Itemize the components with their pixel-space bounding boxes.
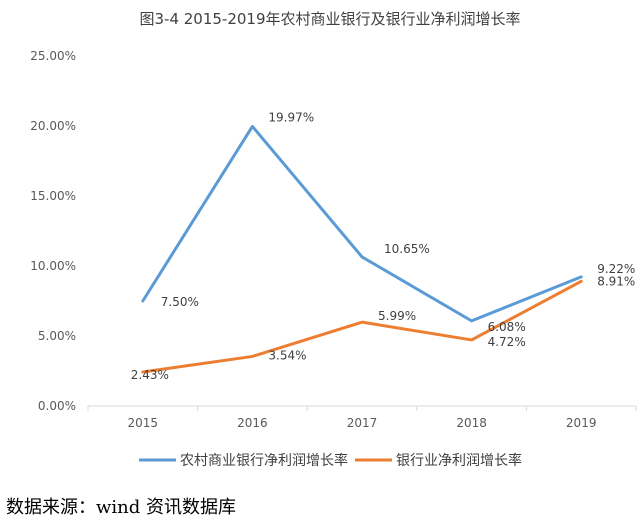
y-tick-label: 25.00% — [30, 49, 76, 63]
source-note: 数据来源：wind 资讯数据库 — [6, 497, 236, 518]
legend-label: 农村商业银行净利润增长率 — [180, 452, 348, 469]
data-label: 8.91% — [597, 274, 635, 288]
y-tick-label: 20.00% — [30, 119, 76, 133]
y-tick-label: 15.00% — [30, 189, 76, 203]
y-tick-label: 0.00% — [38, 399, 76, 413]
data-label: 2.43% — [131, 368, 169, 382]
legend-label: 银行业净利润增长率 — [396, 452, 522, 469]
series-layer — [141, 124, 583, 374]
data-label: 3.54% — [268, 348, 306, 362]
line-chart: 图3-4 2015-2019年农村商业银行及银行业净利润增长率 0.00% 5.0… — [30, 10, 637, 469]
x-tick-label: 2015 — [128, 416, 159, 430]
x-axis: 2015 2016 2017 2018 2019 — [87, 405, 637, 430]
data-label: 6.08% — [488, 320, 526, 334]
data-label: 9.22% — [597, 262, 635, 276]
data-label: 7.50% — [161, 295, 199, 309]
data-label: 4.72% — [488, 335, 526, 349]
x-tick-label: 2019 — [566, 416, 597, 430]
legend: 农村商业银行净利润增长率 银行业净利润增长率 — [139, 452, 522, 469]
chart-title: 图3-4 2015-2019年农村商业银行及银行业净利润增长率 — [139, 10, 520, 28]
data-label: 19.97% — [268, 110, 314, 124]
y-axis: 0.00% 5.00% 10.00% 15.00% 20.00% 25.00% — [30, 49, 76, 413]
x-tick-label: 2018 — [456, 416, 487, 430]
data-label: 10.65% — [384, 242, 430, 256]
x-tick-label: 2017 — [347, 416, 378, 430]
series-line-2 — [141, 279, 583, 374]
series-line-1 — [141, 124, 583, 323]
data-labels: 7.50% 19.97% 10.65% 6.08% 9.22% 2.43% 3.54% 5.9… — [131, 110, 636, 382]
data-label: 5.99% — [378, 309, 416, 323]
x-tick-label: 2016 — [237, 416, 268, 430]
y-tick-label: 10.00% — [30, 259, 76, 273]
y-tick-label: 5.00% — [38, 329, 76, 343]
